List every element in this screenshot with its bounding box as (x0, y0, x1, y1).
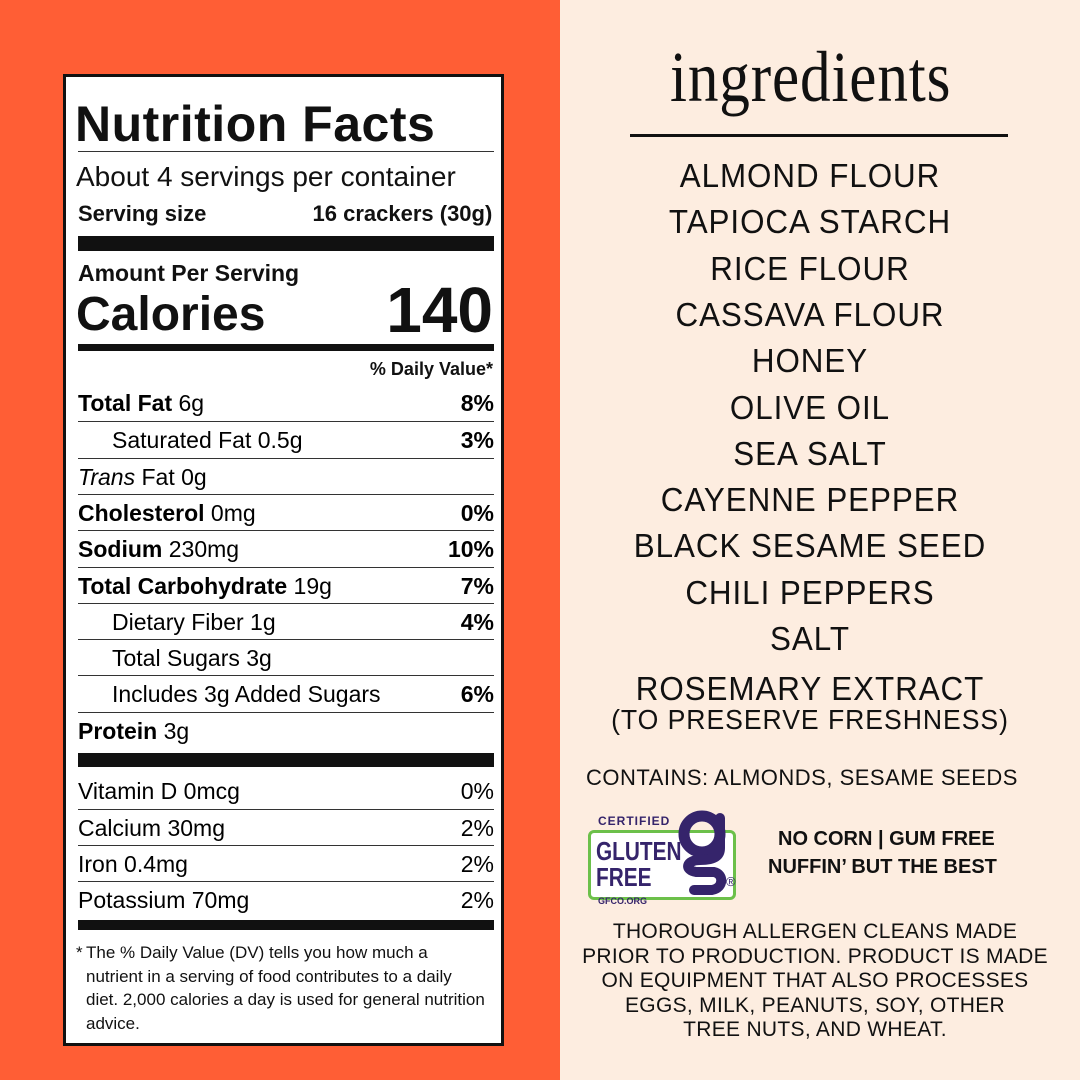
ingredient-item: SEA SALT (733, 434, 887, 472)
nutrient-row: Sodium 230mg 10% (78, 530, 494, 566)
daily-value-percent: 4% (460, 608, 494, 635)
nutrient-label: Includes 3g Added Sugars (112, 681, 381, 708)
nutrient-label: Sodium 230mg (78, 536, 240, 563)
vitamin-label: Calcium 30mg (78, 815, 225, 841)
vitamin-label: Potassium 70mg (78, 887, 250, 913)
daily-value-percent: 7% (460, 572, 494, 599)
vitamin-label: Vitamin D 0mcg (78, 778, 240, 804)
nutrient-row: Protein 3g (78, 711, 494, 748)
contains-statement: CONTAINS: ALMONDS, SESAME SEEDS (586, 765, 1018, 790)
ingredient-item: BLACK SESAME SEED (633, 527, 987, 565)
footnote: * The % Daily Value (DV) tells you how mu… (76, 943, 485, 1033)
claim-line-1: NO CORN | GUM FREE (778, 828, 995, 850)
ingredients-title: ingredients (670, 37, 952, 117)
calories-value: 140 (386, 274, 493, 346)
ingredient-note: (TO PRESERVE FRESHNESS) (611, 704, 1009, 735)
vitamin-row: Iron 0.4mg 2% (78, 845, 494, 881)
title-divider (630, 134, 1008, 137)
nutrient-label: Protein 3g (78, 717, 190, 744)
ingredient-item: RICE FLOUR (710, 249, 910, 287)
vitamin-row: Calcium 30mg 2% (78, 809, 494, 845)
nutrition-title: Nutrition Facts (75, 96, 436, 152)
allergen-line: THOROUGH ALLERGEN CLEANS MADE (612, 920, 1018, 943)
daily-value-percent: 6% (460, 681, 494, 708)
vitamin-dv: 2% (460, 887, 494, 913)
allergen-line: PRIOR TO PRODUCTION. PRODUCT IS MADE (582, 944, 1048, 968)
claim-line-2: NUFFIN’ BUT THE BEST (768, 856, 997, 878)
allergen-line: TREE NUTS, AND WHEAT. (683, 1018, 947, 1041)
nutrient-row: Total Carbohydrate 19g 7% (78, 566, 494, 603)
vitamin-label: Iron 0.4mg (78, 851, 188, 877)
ingredient-item: SALT (770, 620, 850, 657)
ingredient-item: ROSEMARY EXTRACT (635, 670, 985, 707)
nutrient-label: Dietary Fiber 1g (112, 608, 276, 635)
vitamin-dv: 2% (460, 815, 494, 841)
nutrient-label: Saturated Fat 0.5g (112, 427, 303, 454)
nutrient-row: Total Fat 6g 8% (78, 385, 494, 421)
nutrient-label: Cholesterol 0mg (78, 499, 256, 526)
nutrient-label: Total Carbohydrate 19g (78, 572, 332, 599)
amount-per-serving: Amount Per Serving (78, 260, 300, 286)
allergen-line: ON EQUIPMENT THAT ALSO PROCESSES (601, 969, 1029, 992)
nutrient-label: Total Sugars 3g (112, 645, 272, 672)
ingredient-item: TAPIOCA STARCH (668, 203, 952, 241)
vitamin-row: Vitamin D 0mcg 0% (78, 773, 494, 809)
nutrient-row: Saturated Fat 0.5g 3% (78, 421, 494, 457)
ingredient-item: CHILI PEPPERS (685, 573, 935, 611)
ingredient-item: HONEY (751, 342, 869, 380)
right-panel (560, 0, 1080, 1080)
vitamin-dv: 0% (460, 778, 494, 804)
ingredient-item: CASSAVA FLOUR (675, 295, 945, 333)
allergen-line: EGGS, MILK, PEANUTS, SOY, OTHER (625, 993, 1005, 1017)
daily-value-percent: 0% (460, 499, 494, 526)
nutrient-row: Total Sugars 3g (78, 639, 494, 675)
daily-value-header: % Daily Value* (369, 359, 493, 379)
daily-value-percent: 10% (447, 536, 494, 563)
nutrient-label: Total Fat 6g (78, 390, 205, 416)
vitamin-dv: 2% (460, 851, 494, 877)
daily-value-percent: 3% (460, 427, 494, 454)
ingredient-item: OLIVE OIL (729, 388, 891, 426)
ingredient-item: CAYENNE PEPPER (660, 481, 960, 519)
ingredient-item: ALMOND FLOUR (679, 157, 941, 194)
nutrition-facts-label: Nutrition Facts About 4 servings per con… (63, 74, 504, 1046)
nutrient-label: Trans Fat 0g (78, 463, 207, 490)
serving-size: Serving size 16 crackers (30g) (78, 201, 493, 226)
gluten-free-badge: CERTIFIED GLUTEN FREE ® GFCO.ORG (586, 808, 746, 908)
daily-value-percent: 8% (460, 390, 494, 416)
nutrient-row: Trans Fat 0g (78, 457, 494, 494)
nutrient-row: Includes 3g Added Sugars 6% (78, 675, 494, 711)
g-logo-icon (678, 810, 727, 895)
servings-per-container: About 4 servings per container (76, 161, 456, 192)
calories-label: Calories (76, 288, 266, 341)
nutrient-row: Cholesterol 0mg 0% (78, 493, 494, 530)
nutrient-row: Dietary Fiber 1g 4% (78, 602, 494, 639)
vitamin-row: Potassium 70mg 2% (78, 881, 494, 917)
